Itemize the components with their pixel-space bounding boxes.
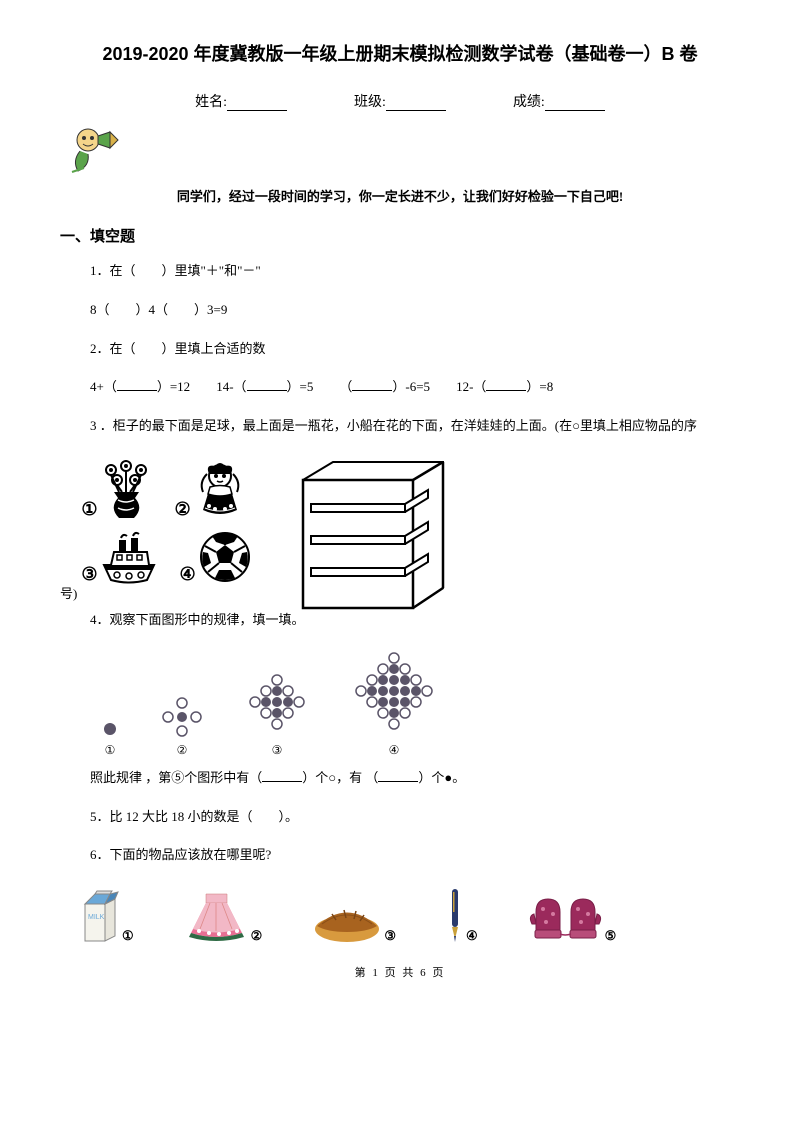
- class-label: 班级:: [354, 95, 386, 110]
- q2-blank-4[interactable]: [486, 378, 526, 391]
- student-info-line: 姓名: 班级: 成绩:: [60, 91, 740, 111]
- q4-stem: 4．观察下面图形中的规律，填一填。: [90, 610, 740, 631]
- encourage-text: 同学们，经过一段时间的学习，你一定长进不少，让我们好好检验一下自己吧!: [60, 186, 740, 205]
- bread-icon: [312, 904, 382, 944]
- q4-blank-1[interactable]: [262, 769, 302, 782]
- q1-stem: 1．在（ ）里填"＋"和"－": [90, 261, 740, 282]
- ship-icon: [99, 530, 159, 585]
- q2-blank-3[interactable]: [352, 378, 392, 391]
- cabinet-icon: [293, 460, 453, 610]
- q6-item-4: ④: [446, 884, 478, 944]
- name-label: 姓名:: [195, 95, 227, 110]
- question-5: 5．比 12 大比 18 小的数是（ ）。: [90, 807, 740, 828]
- q3-item-2: ②: [174, 460, 247, 520]
- flower-vase-icon: [99, 460, 154, 520]
- q6-item-1: MILK ①: [80, 889, 134, 944]
- q6-items-row: MILK ① ② ③: [80, 884, 740, 944]
- page-footer: 第 1 页 共 6 页: [60, 964, 740, 980]
- q4-blank-2[interactable]: [378, 769, 418, 782]
- section-1-heading: 一、填空题: [60, 225, 740, 246]
- q1-expr: 8（ ）4（ ）3=9: [90, 300, 740, 321]
- q3-item-1: ①: [81, 460, 154, 520]
- question-6: 6．下面的物品应该放在哪里呢?: [90, 845, 740, 866]
- q2-expressions: 4+（）=12 14-（）=5 （）-6=5 12-（）=8: [90, 377, 740, 398]
- skirt-icon: [184, 889, 249, 944]
- milk-carton-icon: MILK: [80, 889, 120, 944]
- svg-text:MILK: MILK: [88, 914, 105, 921]
- q4-follow: 照此规律 ，第⑤个图形中有（）个○，有 （）个●。: [90, 768, 740, 789]
- soccer-ball-icon: [198, 530, 253, 585]
- pattern-4: ④: [350, 651, 438, 758]
- pen-icon: [446, 884, 464, 944]
- exam-page: 2019-2020 年度冀教版一年级上册期末模拟检测数学试卷（基础卷一）B 卷 …: [0, 0, 800, 1000]
- name-blank[interactable]: [227, 96, 287, 111]
- q3-figure-row: ① ②: [81, 460, 452, 610]
- score-blank[interactable]: [545, 96, 605, 111]
- q2-blank-1[interactable]: [117, 378, 157, 391]
- pattern-2: ②: [160, 695, 204, 758]
- mittens-icon: [528, 894, 603, 944]
- score-label: 成绩:: [513, 95, 545, 110]
- q2-blank-2[interactable]: [247, 378, 287, 391]
- page-title: 2019-2020 年度冀教版一年级上册期末模拟检测数学试卷（基础卷一）B 卷: [60, 40, 740, 66]
- question-1: 1．在（ ）里填"＋"和"－": [90, 261, 740, 282]
- q6-stem: 6．下面的物品应该放在哪里呢?: [90, 845, 740, 866]
- pattern-3: ③: [244, 673, 310, 758]
- class-blank[interactable]: [386, 96, 446, 111]
- question-4: 4．观察下面图形中的规律，填一填。: [90, 610, 740, 631]
- doll-icon: [193, 460, 248, 520]
- q4-pattern-row: ① ② ③: [100, 651, 740, 758]
- q2-stem: 2．在（ ）里填上合适的数: [90, 339, 740, 360]
- q3-item-4: ④: [179, 530, 252, 585]
- question-3: 3 ．柜子的最下面是足球，最上面是一瓶花，小船在花的下面，在洋娃娃的上面。(在○…: [90, 416, 740, 437]
- q6-item-3: ③: [312, 904, 396, 944]
- q3-item-3: ③: [81, 530, 159, 585]
- q6-item-2: ②: [184, 889, 263, 944]
- pencil-mascot-icon: [70, 126, 740, 176]
- question-2: 2．在（ ）里填上合适的数: [90, 339, 740, 360]
- q3-stem-b: 号): [60, 583, 77, 602]
- pattern-1: ①: [100, 719, 120, 758]
- q6-item-5: ⑤: [528, 894, 617, 944]
- q3-stem-a: 3 ．柜子的最下面是足球，最上面是一瓶花，小船在花的下面，在洋娃娃的上面。(在○…: [90, 418, 697, 433]
